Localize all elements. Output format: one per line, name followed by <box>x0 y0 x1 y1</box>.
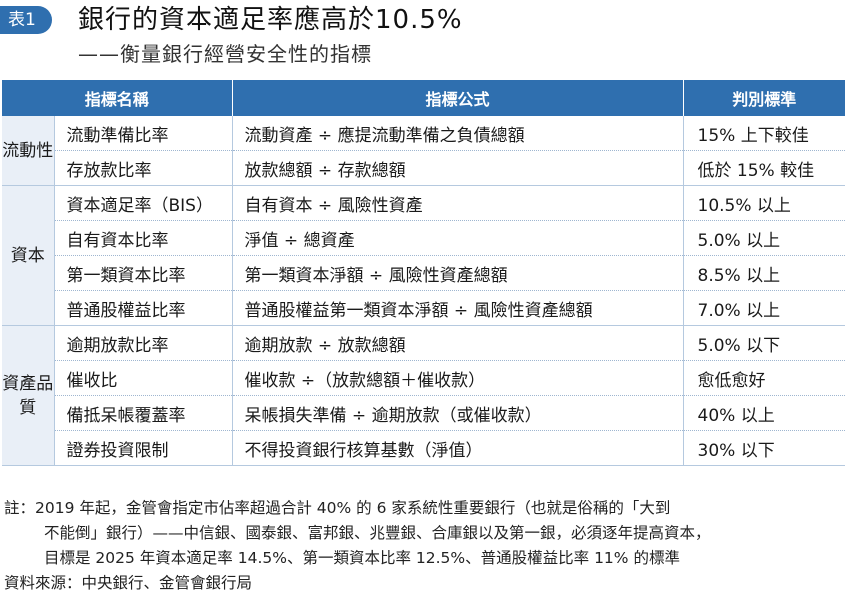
figure-header: 表1 銀行的資本適足率應高於10.5% ——衡量銀行經營安全性的指標 <box>0 0 847 78</box>
table-row: 資產品質 逾期放款比率 逾期放款 ÷ 放款總額 5.0% 以下 <box>2 325 846 466</box>
indicator-standard: 10.5% 以上 <box>683 185 846 221</box>
indicator-formula: 流動資產 ÷ 應提流動準備之負債總額 <box>232 116 684 151</box>
group-label-capital: 資本 <box>2 185 55 326</box>
indicator-name: 逾期放款比率 <box>54 325 233 361</box>
footnotes: 註：2019 年起，金管會指定市佔率超過合計 40% 的 6 家系統性重要銀行（… <box>4 496 844 596</box>
indicator-name: 備抵呆帳覆蓋率 <box>54 395 233 431</box>
indicator-name: 普通股權益比率 <box>54 290 233 326</box>
indicator-name: 自有資本比率 <box>54 220 233 256</box>
indicator-standard: 8.5% 以上 <box>683 255 846 291</box>
indicator-standard: 低於 15% 較佳 <box>683 150 846 186</box>
table-row: 存放款比率 放款總額 ÷ 存款總額 低於 15% 較佳 <box>2 150 846 186</box>
group-label-liquidity: 流動性 <box>2 116 55 186</box>
indicator-standard: 7.0% 以上 <box>683 290 846 326</box>
indicator-formula: 呆帳損失準備 ÷ 逾期放款（或催收款） <box>232 395 684 431</box>
indicator-name: 催收比 <box>54 360 233 396</box>
column-header-standard: 判別標準 <box>683 80 846 116</box>
indicator-formula: 放款總額 ÷ 存款總額 <box>232 150 684 186</box>
indicator-name: 證券投資限制 <box>54 430 233 466</box>
bank-indicator-table: 指標名稱 指標公式 判別標準 流動性 流動準備比率 流動資產 ÷ 應提流動準備之… <box>2 80 846 466</box>
indicator-name: 資本適足率（BIS） <box>54 185 233 221</box>
table-row: 第一類資本比率 第一類資本淨額 ÷ 風險性資產總額 8.5% 以上 <box>2 255 846 291</box>
figure-title: 銀行的資本適足率應高於10.5% <box>78 5 463 35</box>
table-row: 自有資本比率 淨值 ÷ 總資產 5.0% 以上 <box>2 220 846 256</box>
figure-subtitle: ——衡量銀行經營安全性的指標 <box>78 42 372 66</box>
indicator-name: 流動準備比率 <box>54 116 233 151</box>
indicator-name: 存放款比率 <box>54 150 233 186</box>
indicator-formula: 逾期放款 ÷ 放款總額 <box>232 325 684 361</box>
indicator-formula: 催收款 ÷（放款總額＋催收款） <box>232 360 684 396</box>
note-line-3: 目標是 2025 年資本適足率 14.5%、第一類資本比率 12.5%、普通股權… <box>44 549 680 567</box>
indicator-standard: 愈低愈好 <box>683 360 846 396</box>
note-line-2: 不能倒」銀行）——中信銀、國泰銀、富邦銀、兆豐銀、合庫銀以及第一銀，必須逐年提高… <box>44 524 711 542</box>
indicator-name: 第一類資本比率 <box>54 255 233 291</box>
indicator-standard: 40% 以上 <box>683 395 846 431</box>
indicator-formula: 普通股權益第一類資本淨額 ÷ 風險性資產總額 <box>232 290 684 326</box>
group-label-asset-quality: 資產品質 <box>2 325 55 466</box>
table-row: 證券投資限制 不得投資銀行核算基數（淨值） 30% 以下 <box>2 430 846 466</box>
note-line-1: 註：2019 年起，金管會指定市佔率超過合計 40% 的 6 家系統性重要銀行（… <box>4 499 671 517</box>
column-header-name: 指標名稱 <box>2 80 233 116</box>
table-row: 資本 資本適足率（BIS） 自有資本 ÷ 風險性資產 10.5% 以上 <box>2 185 846 326</box>
indicator-standard: 5.0% 以上 <box>683 220 846 256</box>
table-row: 催收比 催收款 ÷（放款總額＋催收款） 愈低愈好 <box>2 360 846 396</box>
indicator-formula: 淨值 ÷ 總資產 <box>232 220 684 256</box>
table-header-row: 指標名稱 指標公式 判別標準 <box>2 80 846 116</box>
indicator-formula: 自有資本 ÷ 風險性資產 <box>232 185 684 221</box>
table-row: 流動性 流動準備比率 流動資產 ÷ 應提流動準備之負債總額 15% 上下較佳 <box>2 116 846 186</box>
indicator-formula: 不得投資銀行核算基數（淨值） <box>232 430 684 466</box>
table-row: 備抵呆帳覆蓋率 呆帳損失準備 ÷ 逾期放款（或催收款） 40% 以上 <box>2 395 846 431</box>
indicator-standard: 30% 以下 <box>683 430 846 466</box>
source-line: 資料來源：中央銀行、金管會銀行局 <box>4 574 253 592</box>
table-number-badge: 表1 <box>0 6 52 34</box>
indicator-formula: 第一類資本淨額 ÷ 風險性資產總額 <box>232 255 684 291</box>
column-header-formula: 指標公式 <box>232 80 684 116</box>
table-row: 普通股權益比率 普通股權益第一類資本淨額 ÷ 風險性資產總額 7.0% 以上 <box>2 290 846 326</box>
indicator-standard: 5.0% 以下 <box>683 325 846 361</box>
indicator-standard: 15% 上下較佳 <box>683 116 846 151</box>
